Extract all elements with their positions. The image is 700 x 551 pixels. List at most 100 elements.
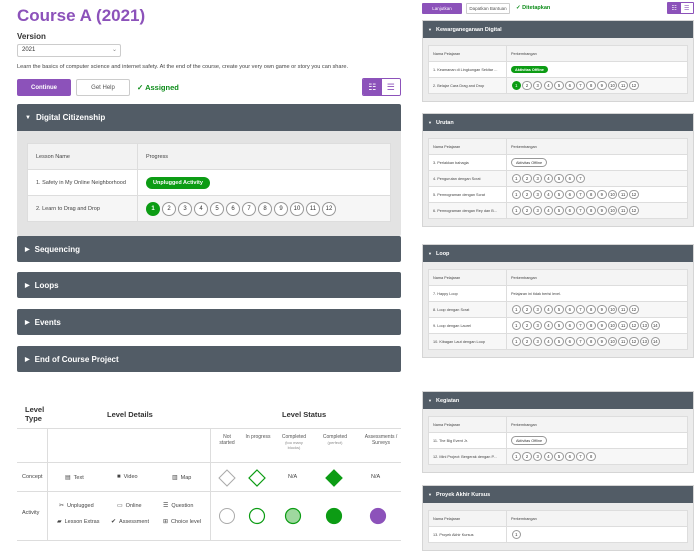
level-bubble[interactable]: 1	[146, 201, 160, 216]
level-bubble[interactable]: 6	[565, 173, 575, 184]
level-bubble[interactable]: 8	[586, 189, 596, 200]
level-bubble[interactable]: 4	[543, 189, 554, 200]
level-bubble[interactable]: 2	[522, 336, 532, 347]
version-select[interactable]: 2021 ⌄	[17, 44, 121, 57]
level-bubble[interactable]: 11	[618, 80, 628, 91]
level-bubble[interactable]: 1	[511, 205, 522, 216]
unit-header[interactable]: ▼ Digital Citizenship	[17, 104, 401, 131]
level-bubble[interactable]: 4	[194, 201, 208, 216]
level-bubble[interactable]: 11	[618, 336, 628, 347]
unit-header[interactable]: ▶ Loops	[17, 272, 401, 298]
activity-pill[interactable]: Aktivitas Offline	[511, 436, 548, 445]
lesson-name[interactable]: 2. Belajar Cara Drag and Drop	[428, 77, 507, 94]
unit-header[interactable]: ▶ End of Course Project	[17, 346, 401, 372]
level-bubble[interactable]: 3	[532, 173, 543, 184]
level-bubble[interactable]: 7	[575, 451, 586, 462]
continue-button[interactable]: Continue	[17, 79, 71, 96]
level-bubble[interactable]: 3	[532, 451, 543, 462]
lanjutkan-button[interactable]: Lanjutkan	[422, 3, 462, 14]
level-bubble[interactable]: 3	[532, 205, 543, 216]
level-bubble[interactable]: 10	[607, 304, 618, 315]
level-bubble[interactable]: 2	[522, 304, 532, 315]
lesson-name[interactable]: 13. Proyek Akhir Kursus	[428, 526, 507, 543]
level-bubble[interactable]: 10	[607, 336, 618, 347]
level-bubble[interactable]: 7	[575, 304, 586, 315]
level-bubble[interactable]: 5	[554, 189, 564, 200]
level-bubble[interactable]: 7	[575, 320, 586, 331]
level-bubble[interactable]: 6	[565, 336, 575, 347]
level-bubble[interactable]: 1	[511, 80, 522, 91]
level-bubble[interactable]: 5	[554, 320, 564, 331]
lesson-name[interactable]: 8. Loop dengan Scrat	[428, 301, 507, 318]
level-bubble[interactable]: 11	[618, 189, 628, 200]
level-bubble[interactable]: 5	[554, 173, 564, 184]
level-bubble[interactable]: 4	[543, 80, 554, 91]
level-bubble[interactable]: 2	[522, 80, 532, 91]
level-bubble[interactable]: 11	[618, 304, 628, 315]
lesson-name[interactable]: 11. The Big Event Jr.	[428, 432, 507, 449]
lesson-name[interactable]: 3. Perlakkan bahagia	[428, 154, 507, 171]
level-bubble[interactable]: 1	[511, 451, 522, 462]
level-bubble[interactable]: 12	[322, 201, 336, 216]
level-bubble[interactable]: 7	[575, 189, 586, 200]
level-bubble[interactable]: 2	[522, 205, 532, 216]
level-bubble[interactable]: 1	[511, 320, 522, 331]
level-bubble[interactable]: 13	[639, 320, 650, 331]
activity-pill[interactable]: Aktivitas Offline	[511, 66, 548, 73]
level-bubble[interactable]: 13	[639, 336, 650, 347]
level-bubble[interactable]: 6	[565, 320, 575, 331]
level-bubble[interactable]: 14	[650, 336, 661, 347]
unit-header[interactable]: ▼ Proyek Akhir Kursus	[423, 486, 693, 503]
level-bubble[interactable]: 1	[511, 336, 522, 347]
activity-pill[interactable]: Unplugged Activity	[146, 176, 210, 189]
lesson-name[interactable]: 10. Kibagan Laut dengan Loop	[428, 333, 507, 350]
unit-header[interactable]: ▼ Kewarganegaraan Digital	[423, 21, 693, 38]
unit-header[interactable]: ▼ Kegiatan	[423, 392, 693, 409]
level-bubble[interactable]: 10	[607, 205, 618, 216]
level-bubble[interactable]: 9	[597, 205, 607, 216]
level-bubble[interactable]: 10	[607, 320, 618, 331]
level-bubble[interactable]: 12	[629, 320, 639, 331]
level-bubble[interactable]: 6	[565, 304, 575, 315]
unit-header[interactable]: ▶ Events	[17, 309, 401, 335]
level-bubble[interactable]: 8	[586, 304, 596, 315]
level-bubble[interactable]: 4	[543, 205, 554, 216]
level-bubble[interactable]: 9	[274, 201, 288, 216]
lesson-name[interactable]: 7. Happy Loop	[428, 285, 507, 302]
level-bubble[interactable]: 5	[554, 304, 564, 315]
level-bubble[interactable]: 14	[650, 320, 661, 331]
level-bubble[interactable]: 1	[511, 173, 522, 184]
lesson-name[interactable]: 1. Keamanan di Lingkungan Sekitar ...	[428, 61, 507, 78]
level-bubble[interactable]: 4	[543, 304, 554, 315]
level-bubble[interactable]: 12	[629, 189, 639, 200]
level-bubble[interactable]: 6	[565, 189, 575, 200]
level-bubble[interactable]: 5	[554, 205, 564, 216]
level-bubble[interactable]: 10	[607, 80, 618, 91]
level-bubble[interactable]: 6	[565, 451, 575, 462]
level-bubble[interactable]: 3	[532, 304, 543, 315]
level-bubble[interactable]: 6	[226, 201, 240, 216]
level-bubble[interactable]: 3	[532, 80, 543, 91]
lesson-name[interactable]: 9. Loop dengan Laurel	[428, 317, 507, 334]
level-bubble[interactable]: 9	[597, 320, 607, 331]
level-bubble[interactable]: 4	[543, 320, 554, 331]
level-bubble[interactable]: 1	[511, 189, 522, 200]
level-bubble[interactable]: 12	[629, 336, 639, 347]
unit-header[interactable]: ▼ Urutan	[423, 114, 693, 131]
level-bubble[interactable]: 9	[597, 336, 607, 347]
level-bubble[interactable]: 7	[242, 201, 256, 216]
level-bubble[interactable]: 3	[532, 189, 543, 200]
level-bubble[interactable]: 2	[162, 201, 176, 216]
level-bubble[interactable]: 10	[607, 189, 618, 200]
lesson-name[interactable]: 2. Learn to Drag and Drop	[27, 195, 138, 222]
level-bubble[interactable]: 11	[306, 201, 320, 216]
level-bubble[interactable]: 3	[532, 336, 543, 347]
level-bubble[interactable]: 11	[618, 205, 628, 216]
level-bubble[interactable]: 7	[575, 173, 586, 184]
level-bubble[interactable]: 8	[586, 320, 596, 331]
level-bubble[interactable]: 7	[575, 80, 586, 91]
detail-view-icon[interactable]: ☷	[363, 79, 382, 95]
level-bubble[interactable]: 11	[618, 320, 628, 331]
level-bubble[interactable]: 3	[178, 201, 192, 216]
level-bubble[interactable]: 5	[554, 451, 564, 462]
